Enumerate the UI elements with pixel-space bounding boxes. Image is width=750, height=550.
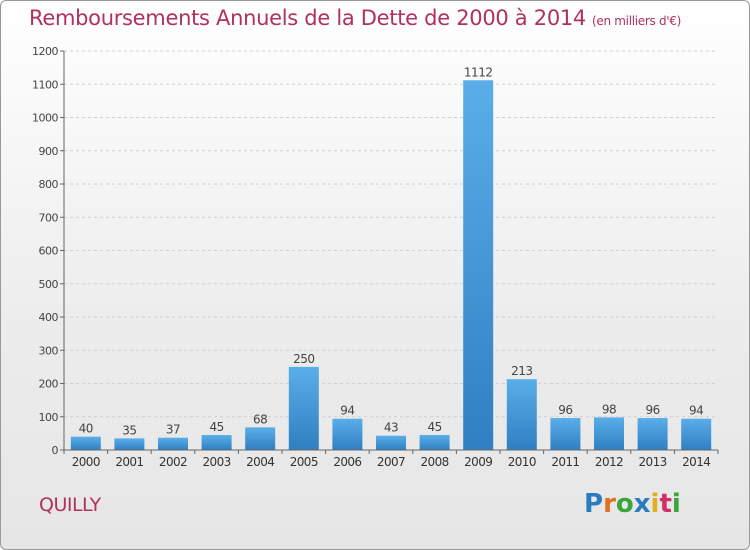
y-tick-label: 900 (39, 145, 59, 158)
x-tick-label-2001: 2001 (115, 455, 143, 469)
bar-2005 (288, 366, 319, 450)
data-label-2011: 96 (558, 403, 572, 417)
chart-unit: (en milliers d'€) (592, 14, 682, 28)
logo-letter: i (671, 489, 681, 519)
bar-2001 (114, 438, 145, 450)
x-tick-label-2014: 2014 (682, 455, 710, 469)
y-tick-label: 600 (39, 245, 59, 258)
x-tick-label-2009: 2009 (464, 455, 492, 469)
x-tick-label-2012: 2012 (595, 455, 623, 469)
x-tick-label-2004: 2004 (246, 455, 274, 469)
x-tick-label-2006: 2006 (333, 455, 361, 469)
x-tick-label-2008: 2008 (421, 455, 449, 469)
y-tick-label: 0 (52, 444, 59, 457)
bar-2007 (376, 435, 406, 450)
data-label-2000: 40 (79, 422, 93, 436)
data-label-2013: 96 (645, 403, 659, 417)
bar-2008 (419, 435, 450, 450)
logo-letter: r (603, 489, 616, 519)
y-tick-label: 300 (39, 344, 59, 357)
y-tick-label: 100 (39, 411, 59, 424)
y-tick-label: 1000 (32, 112, 58, 125)
y-tick-label: 1100 (32, 78, 58, 91)
data-label-2014: 94 (689, 404, 703, 418)
bar-2010 (506, 379, 537, 450)
x-tick-label-2013: 2013 (639, 455, 667, 469)
logo-letter: P (584, 489, 604, 519)
bars (70, 80, 712, 450)
y-tick-label: 500 (39, 278, 59, 291)
data-label-2008: 45 (427, 420, 441, 434)
data-label-2006: 94 (340, 404, 354, 418)
x-tick-label-2010: 2010 (508, 455, 536, 469)
data-label-2003: 45 (209, 420, 223, 434)
chart-title-text: Remboursements Annuels de la Dette de 20… (29, 6, 586, 30)
y-tick-label: 400 (39, 311, 59, 324)
data-label-2009: 1112 (464, 65, 493, 79)
logo-letter: x (633, 489, 651, 519)
x-tick-label-2005: 2005 (290, 455, 318, 469)
bar-2011 (550, 418, 581, 450)
data-label-2012: 98 (602, 402, 616, 416)
bar-2012 (594, 417, 624, 450)
y-tick-label: 700 (39, 211, 59, 224)
grid-lines (64, 50, 718, 451)
y-axis: 0 100 200 300 400 500 600 700 800 900 1000 1100 1200 (32, 45, 65, 457)
bar-2002 (158, 437, 188, 450)
data-label-2010: 213 (511, 364, 532, 378)
logo-letter: o (615, 489, 634, 519)
data-label-2002: 37 (166, 423, 180, 437)
data-label-2004: 68 (253, 412, 267, 426)
x-tick-label-2003: 2003 (203, 455, 231, 469)
x-axis: 2000 2001 2002 2003 2004 2005 2006 2007 2008 2009… (63, 449, 719, 469)
x-tick-label-2007: 2007 (377, 455, 405, 469)
x-tick-label-2002: 2002 (159, 455, 187, 469)
data-label-2001: 35 (122, 423, 136, 437)
logo-letter: i (650, 489, 660, 519)
bar-2003 (201, 435, 232, 450)
x-tick-label-2011: 2011 (551, 455, 579, 469)
place-name: QUILLY (39, 494, 101, 516)
data-label-2007: 43 (384, 421, 398, 435)
bar-2013 (637, 418, 668, 450)
bar-2009 (463, 80, 494, 450)
chart-title: Remboursements Annuels de la Dette de 20… (29, 6, 681, 30)
y-tick-label: 800 (39, 178, 59, 191)
y-tick-label: 200 (39, 378, 59, 391)
x-tick-label-2000: 2000 (72, 455, 100, 469)
bar-2006 (332, 418, 363, 450)
bar-2000 (70, 436, 101, 450)
bar-2014 (681, 418, 712, 450)
bar-2004 (245, 427, 276, 450)
data-labels: 40 35 37 45 68 250 94 43 45 1112 213 96 98 96 94 (79, 65, 704, 437)
proxiti-logo: Proxiti (584, 489, 681, 519)
logo-letter: t (659, 489, 672, 519)
data-label-2005: 250 (293, 352, 314, 366)
y-tick-label: 1200 (32, 45, 58, 58)
